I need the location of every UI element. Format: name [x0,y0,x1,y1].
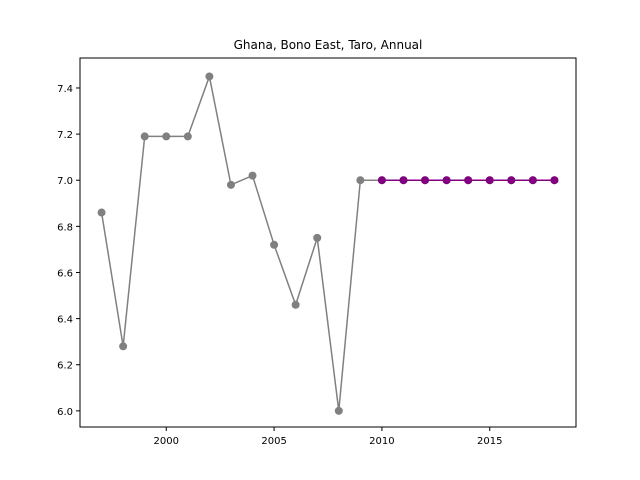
y-tick-label: 7.2 [57,130,73,141]
series-0-point [140,132,149,141]
series-1-point [442,176,451,185]
series-0-point [270,240,279,249]
series-1-point [550,176,559,185]
series-1-point [399,176,408,185]
y-tick-label: 7.4 [57,84,73,95]
series-0-point [334,406,343,415]
series-1-point [377,176,386,185]
x-tick-label: 2010 [369,436,394,447]
series-1-point [421,176,430,185]
y-tick-label: 7.0 [57,176,73,187]
series-1-point [507,176,516,185]
series-0-point [205,72,214,81]
series-0-point [97,208,106,217]
series-1-point [464,176,473,185]
series-1-point [485,176,494,185]
y-tick-label: 6.6 [57,268,73,279]
series-0-point [356,176,365,185]
y-tick-label: 6.2 [57,361,73,372]
series-0-point [248,171,257,180]
y-tick-label: 6.8 [57,222,73,233]
x-tick-label: 2000 [154,436,179,447]
series-1-point [528,176,537,185]
chart-title: Ghana, Bono East, Taro, Annual [234,38,423,52]
x-tick-label: 2005 [261,436,286,447]
y-tick-label: 6.0 [57,407,73,418]
series-0-line [100,73,555,411]
x-tick-label: 2015 [477,436,502,447]
series-0-point [183,132,192,141]
series-0-point [313,233,322,242]
series-0-point [162,132,171,141]
series-0-point [226,180,235,189]
y-tick-label: 6.4 [57,315,73,326]
series-0-point [119,342,128,351]
series-0-point [291,300,300,309]
plot-area-frame [79,57,577,428]
